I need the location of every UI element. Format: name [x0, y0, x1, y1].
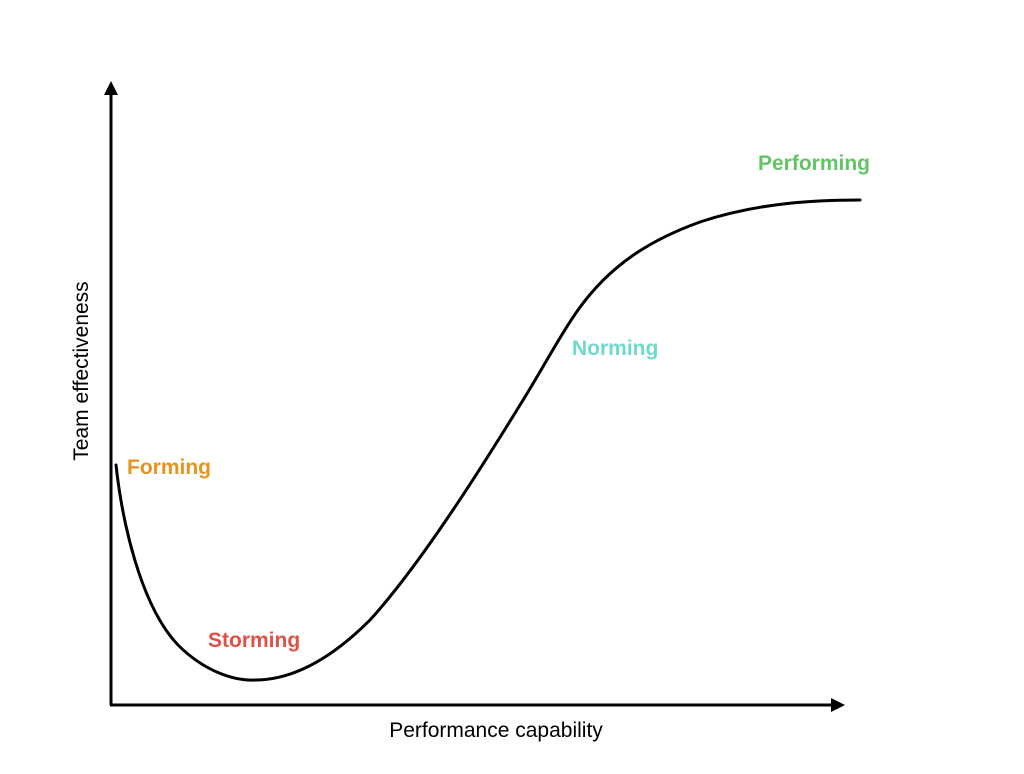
- stage-label-storming: Storming: [208, 629, 300, 652]
- effectiveness-curve: [114, 198, 862, 682]
- stage-label-forming: Forming: [127, 456, 211, 479]
- stage-label-performing: Performing: [758, 152, 870, 175]
- y-axis-label: Team effectiveness: [70, 281, 93, 460]
- x-axis-label: Performance capability: [389, 719, 603, 742]
- stage-label-norming: Norming: [572, 337, 658, 360]
